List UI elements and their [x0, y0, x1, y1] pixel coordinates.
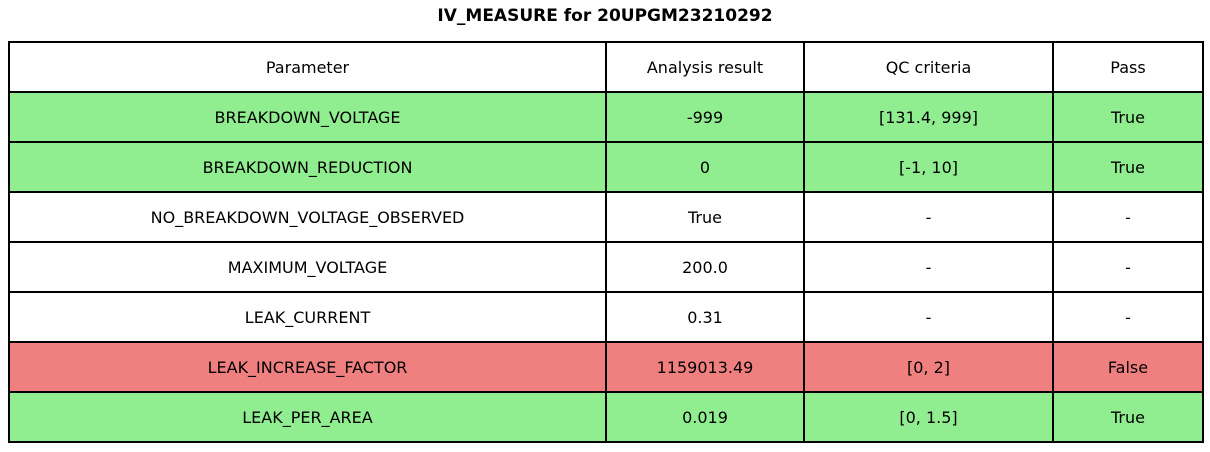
- table-row: BREAKDOWN_REDUCTION 0 [-1, 10] True: [8, 141, 1204, 193]
- qc-criteria-cell: -: [803, 291, 1054, 343]
- column-header-parameter: Parameter: [8, 41, 607, 93]
- analysis-result-cell: 0.019: [605, 391, 805, 443]
- parameter-cell: MAXIMUM_VOLTAGE: [8, 241, 607, 293]
- qc-results-table: Parameter Analysis result QC criteria Pa…: [8, 41, 1204, 443]
- qc-criteria-cell: -: [803, 191, 1054, 243]
- table-row: NO_BREAKDOWN_VOLTAGE_OBSERVED True - -: [8, 191, 1204, 243]
- column-header-qc-criteria: QC criteria: [803, 41, 1054, 93]
- pass-cell: True: [1052, 91, 1204, 143]
- analysis-result-cell: 0.31: [605, 291, 805, 343]
- parameter-cell: LEAK_INCREASE_FACTOR: [8, 341, 607, 393]
- chart-title: IV_MEASURE for 20UPGM23210292: [437, 6, 773, 26]
- qc-criteria-cell: [131.4, 999]: [803, 91, 1054, 143]
- pass-cell: -: [1052, 241, 1204, 293]
- table-row: LEAK_CURRENT 0.31- -: [8, 291, 1204, 343]
- pass-cell: -: [1052, 191, 1204, 243]
- table-row: BREAKDOWN_VOLTAGE -999 [131.4, 999] True: [8, 91, 1204, 143]
- analysis-result-cell: 200.0: [605, 241, 805, 293]
- pass-cell: True: [1052, 141, 1204, 193]
- parameter-cell: LEAK_PER_AREA: [8, 391, 607, 443]
- table-body: BREAKDOWN_VOLTAGE -999 [131.4, 999] True BRE…: [8, 91, 1204, 443]
- pass-cell: -: [1052, 291, 1204, 343]
- parameter-cell: NO_BREAKDOWN_VOLTAGE_OBSERVED: [8, 191, 607, 243]
- qc-criteria-cell: -: [803, 241, 1054, 293]
- parameter-cell: BREAKDOWN_REDUCTION: [8, 141, 607, 193]
- pass-cell: False: [1052, 341, 1204, 393]
- column-header-analysis-result: Analysis result: [605, 41, 805, 93]
- pass-cell: True: [1052, 391, 1204, 443]
- analysis-result-cell: 0: [605, 141, 805, 193]
- qc-criteria-cell: [0, 1.5]: [803, 391, 1054, 443]
- parameter-cell: BREAKDOWN_VOLTAGE: [8, 91, 607, 143]
- parameter-cell: LEAK_CURRENT: [8, 291, 607, 343]
- table-row: LEAK_PER_AREA 0.019 [0, 1.5] True: [8, 391, 1204, 443]
- table-row: LEAK_INCREASE_FACTOR 1159013.49 [0, 2] Fals…: [8, 341, 1204, 393]
- analysis-result-cell: -999: [605, 91, 805, 143]
- analysis-result-cell: 1159013.49: [605, 341, 805, 393]
- table-row: MAXIMUM_VOLTAGE 200.0- -: [8, 241, 1204, 293]
- qc-criteria-cell: [0, 2]: [803, 341, 1054, 393]
- analysis-result-cell: True: [605, 191, 805, 243]
- qc-criteria-cell: [-1, 10]: [803, 141, 1054, 193]
- table-header-row: Parameter Analysis result QC criteria Pa…: [8, 41, 1204, 93]
- column-header-pass: Pass: [1052, 41, 1204, 93]
